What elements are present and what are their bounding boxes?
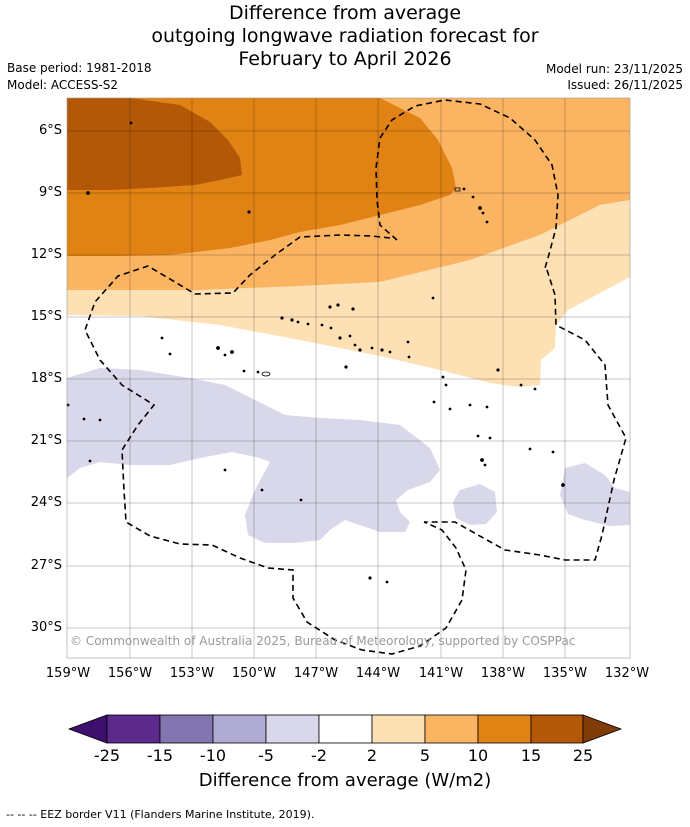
colorbar-extend-low [67,714,108,744]
map-gridlines [67,98,630,658]
colorbar-tick-neg15: -15 [146,746,174,765]
anomaly-region-neg5-to-neg2-east [560,463,630,526]
lat-label-30s: 30°S [30,620,62,635]
colorbar-segment-15-25 [530,714,584,744]
colorbar-extend-high [582,714,623,744]
colorbar-segment-neg15-neg10 [159,714,214,744]
lat-label-18s: 18°S [30,371,62,386]
base-period: Base period: 1981-2018 [7,61,152,75]
lon-label-159w: 159°W [45,666,91,681]
anomaly-region-neg5-to-neg2-center [453,484,497,525]
colorbar-tick-neg10: -10 [199,746,227,765]
lat-label-27s: 27°S [30,558,62,573]
model-run-date: Model run: 23/11/2025 [545,62,683,76]
chart-title-line-1: Difference from average [228,2,462,24]
colorbar-tick-neg2: -2 [311,746,327,765]
anomaly-region-15-to-25 [67,98,242,190]
colorbar-tick-2: 2 [366,746,378,765]
map-copyright: © Commonwealth of Australia 2025, Bureau… [70,634,576,648]
lat-label-24s: 24°S [30,495,62,510]
eez-legend-note: -- -- -- EEZ border V11 (Flanders Marine… [6,808,315,821]
eez-border-north [375,99,559,269]
colorbar-segment-5-10 [424,714,479,744]
lon-label-150w: 150°W [231,666,277,681]
lon-label-135w: 135°W [542,666,588,681]
lon-label-153w: 153°W [169,666,215,681]
colorbar-tick-25: 25 [572,746,594,765]
lat-label-12s: 12°S [30,247,62,262]
lon-label-156w: 156°W [107,666,153,681]
colorbar-segment-neg2-2 [318,714,373,744]
colorbar-segment-neg25-neg15 [106,714,161,744]
lon-label-132w: 132°W [604,666,650,681]
colorbar-segment-neg5-neg2 [265,714,320,744]
lat-label-21s: 21°S [30,433,62,448]
colorbar-title: Difference from average (W/m2) [198,770,492,791]
colorbar-tick-neg25: -25 [93,746,121,765]
lat-label-15s: 15°S [30,309,62,324]
lat-label-6s: 6°S [38,123,62,138]
colorbar-tick-5: 5 [419,746,431,765]
colorbar-tick-neg5: -5 [258,746,274,765]
anomaly-region-2-to-5 [67,200,630,387]
eez-border-east [424,269,627,561]
lon-label-144w: 144°W [355,666,401,681]
model-name: Model: ACCESS-S2 [7,78,119,92]
colorbar-segment-neg10-neg5 [212,714,267,744]
colorbar [67,714,623,744]
colorbar-segment-2-5 [371,714,426,744]
anomaly-region-neg5-to-neg2-west [67,368,440,543]
lon-label-141w: 141°W [418,666,464,681]
colorbar-tick-15: 15 [520,746,542,765]
chart-title-line-3: February to April 2026 [238,48,452,70]
colorbar-segment-10-15 [477,714,532,744]
chart-title-line-2: outgoing longwave radiation forecast for [151,25,539,47]
lon-label-138w: 138°W [480,666,526,681]
colorbar-tick-10: 10 [467,746,489,765]
lat-label-9s: 9°S [38,185,62,200]
eez-border-main [84,234,467,655]
islands [66,121,565,584]
map-frame [66,97,631,659]
lon-label-147w: 147°W [293,666,339,681]
issued-date: Issued: 26/11/2025 [567,78,683,92]
